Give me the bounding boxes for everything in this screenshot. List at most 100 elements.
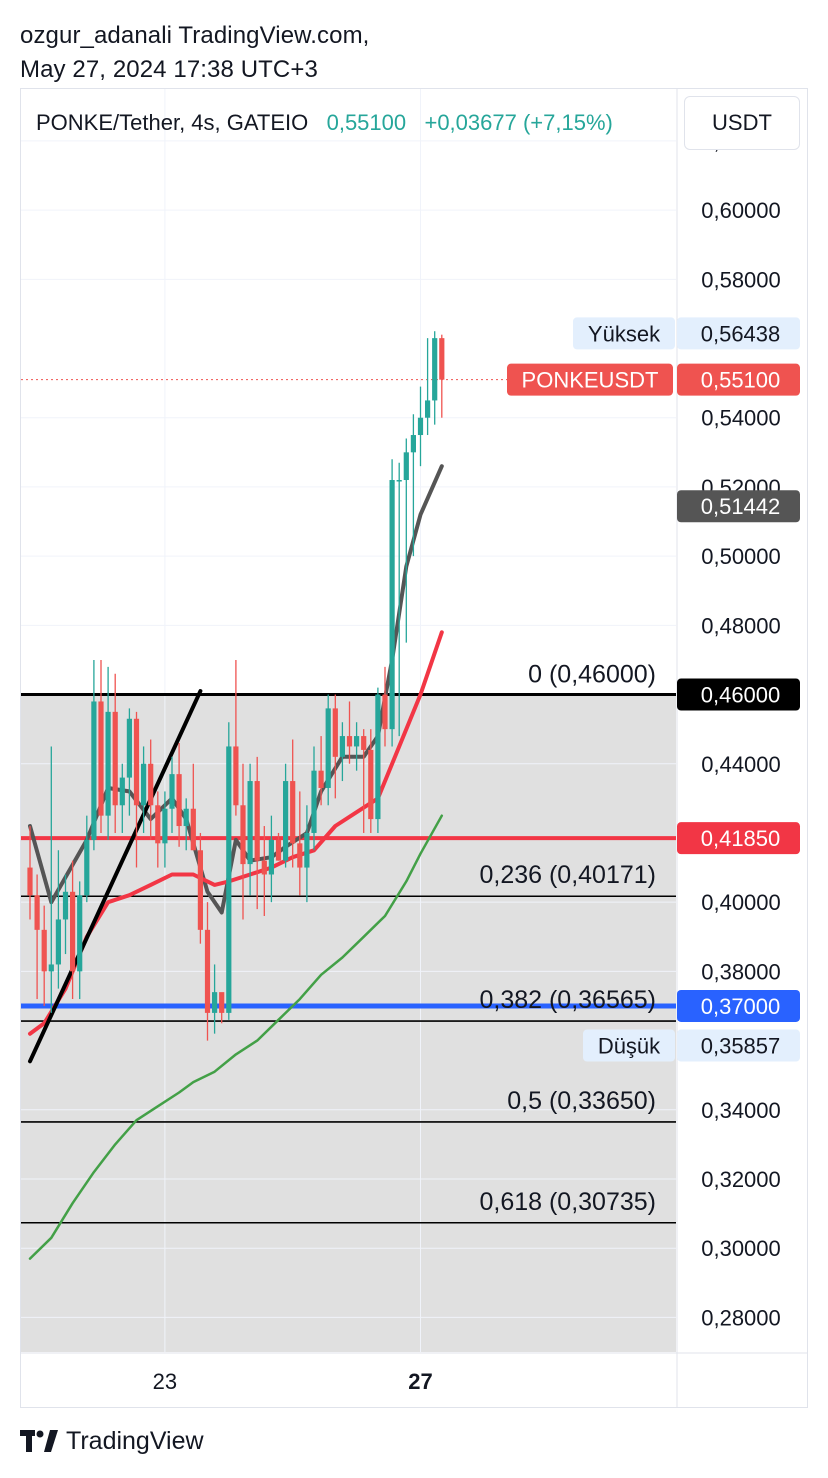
- candle-body: [275, 839, 282, 861]
- price-tick-label: 0,50000: [701, 544, 781, 569]
- price-tick-label: 0,44000: [701, 752, 781, 777]
- candle-body: [219, 992, 225, 1013]
- candle-body: [155, 805, 161, 844]
- candle-body: [84, 839, 90, 896]
- candle-body: [318, 770, 324, 788]
- symbol-name[interactable]: PONKE/Tether, 4s, GATEIO: [36, 110, 309, 135]
- candle-body: [126, 718, 132, 778]
- candle-body: [361, 736, 367, 750]
- candle-body: [204, 929, 211, 1013]
- candle-body: [233, 746, 239, 806]
- time-axis-label: 27: [408, 1369, 432, 1394]
- candle-body: [41, 929, 47, 972]
- symbol-tag-bg: [507, 363, 673, 396]
- candle-body: [197, 850, 203, 930]
- low-price-badge: 0,35857: [701, 1034, 781, 1059]
- candle-body: [389, 480, 395, 730]
- price-tick-label: 0,38000: [701, 959, 781, 984]
- candle-body: [410, 435, 416, 453]
- ma-value-badge-bg: [677, 490, 800, 523]
- candle-body: [403, 452, 409, 481]
- candle-body: [439, 338, 445, 380]
- price-tick-label: 0,58000: [701, 267, 781, 292]
- time-axis-label: 23: [153, 1369, 177, 1394]
- fib-level-label: 0,618 (0,30735): [479, 1188, 656, 1216]
- candle-body: [339, 736, 345, 757]
- fib-zone-fill: [21, 694, 676, 1352]
- price-tick-label: 0,30000: [701, 1236, 781, 1261]
- hl-label-bg: [573, 317, 675, 350]
- candle-body: [148, 763, 154, 806]
- candle-body: [240, 805, 246, 865]
- candle-body: [34, 895, 40, 930]
- candle-body: [311, 770, 317, 833]
- price-tick-label: 0,54000: [701, 406, 781, 431]
- candle-body: [176, 774, 182, 827]
- candle-body: [105, 711, 111, 816]
- symbol-bar: PONKE/Tether, 4s, GATEIO 0,55100 +0,0367…: [36, 110, 613, 136]
- candle-body: [425, 400, 431, 418]
- ma-slow-line: [28, 814, 444, 1260]
- price-tick-label: 0,32000: [701, 1167, 781, 1192]
- price-change: +0,03677 (+7,15%): [424, 110, 613, 135]
- candle-body: [133, 718, 140, 806]
- candle-body: [183, 808, 189, 827]
- level-badge-blue-bg: [677, 989, 800, 1022]
- level-badge-blue: 0,37000: [701, 994, 781, 1019]
- candle-body: [375, 694, 381, 820]
- high-price-badge: 0,56438: [701, 321, 781, 346]
- last-price-badge-bg: [677, 363, 800, 396]
- price-tick-label: 0,48000: [701, 613, 781, 638]
- price-tick-label: 0,60000: [701, 198, 781, 223]
- tradingview-logo-icon: [20, 1430, 58, 1452]
- candle-body: [212, 992, 218, 1013]
- tradingview-logo[interactable]: TradingView: [20, 1426, 204, 1456]
- candle-body: [304, 832, 310, 868]
- fib-level-label: 0 (0,46000): [528, 661, 656, 689]
- tradingview-logo-text: TradingView: [66, 1426, 204, 1455]
- candle-body: [91, 701, 97, 840]
- plot-area: [21, 89, 676, 1352]
- timestamp-line: May 27, 2024 17:38 UTC+3: [20, 56, 318, 83]
- candle-body: [346, 736, 353, 747]
- candle-body: [70, 891, 76, 972]
- price-tick-label: 0,28000: [701, 1305, 781, 1330]
- low-label: Düşük: [598, 1034, 661, 1059]
- chart-frame: [20, 88, 808, 1408]
- candle-body: [354, 736, 360, 747]
- candle-body: [268, 839, 274, 875]
- candle-body: [297, 843, 303, 868]
- candle-body: [332, 708, 338, 757]
- candle-body: [141, 763, 147, 806]
- candle-body: [247, 781, 253, 865]
- level-badge-046: 0,46000: [701, 683, 781, 708]
- candle-body: [226, 746, 232, 1013]
- candle-body: [432, 338, 438, 401]
- candle-body: [283, 781, 289, 861]
- candle-body: [112, 711, 118, 806]
- level-badge-red: 0,41850: [701, 826, 781, 851]
- candle-body: [396, 480, 402, 482]
- candle-body: [417, 417, 424, 436]
- price-tick-label: 0,40000: [701, 890, 781, 915]
- candle-body: [382, 694, 388, 730]
- candle-body: [169, 774, 175, 809]
- level-badge-red-bg: [677, 822, 800, 855]
- symbol-tag: PONKEUSDT: [522, 368, 659, 393]
- candle-body: [254, 781, 260, 861]
- candle-body: [162, 808, 168, 844]
- candle-body: [55, 919, 61, 965]
- candle-body: [77, 895, 83, 972]
- candle-body: [325, 708, 331, 788]
- candle-body: [98, 701, 104, 816]
- candle-body: [48, 964, 54, 972]
- fib-level-label: 0,382 (0,36565): [479, 986, 656, 1014]
- candle-body: [119, 777, 125, 806]
- fib-level-label: 0,236 (0,40171): [479, 861, 656, 889]
- candle-body: [190, 808, 196, 851]
- candle-body: [261, 860, 267, 875]
- currency-button[interactable]: USDT: [684, 96, 800, 150]
- last-price-badge: 0,55100: [701, 368, 781, 393]
- high-label: Yüksek: [588, 321, 661, 346]
